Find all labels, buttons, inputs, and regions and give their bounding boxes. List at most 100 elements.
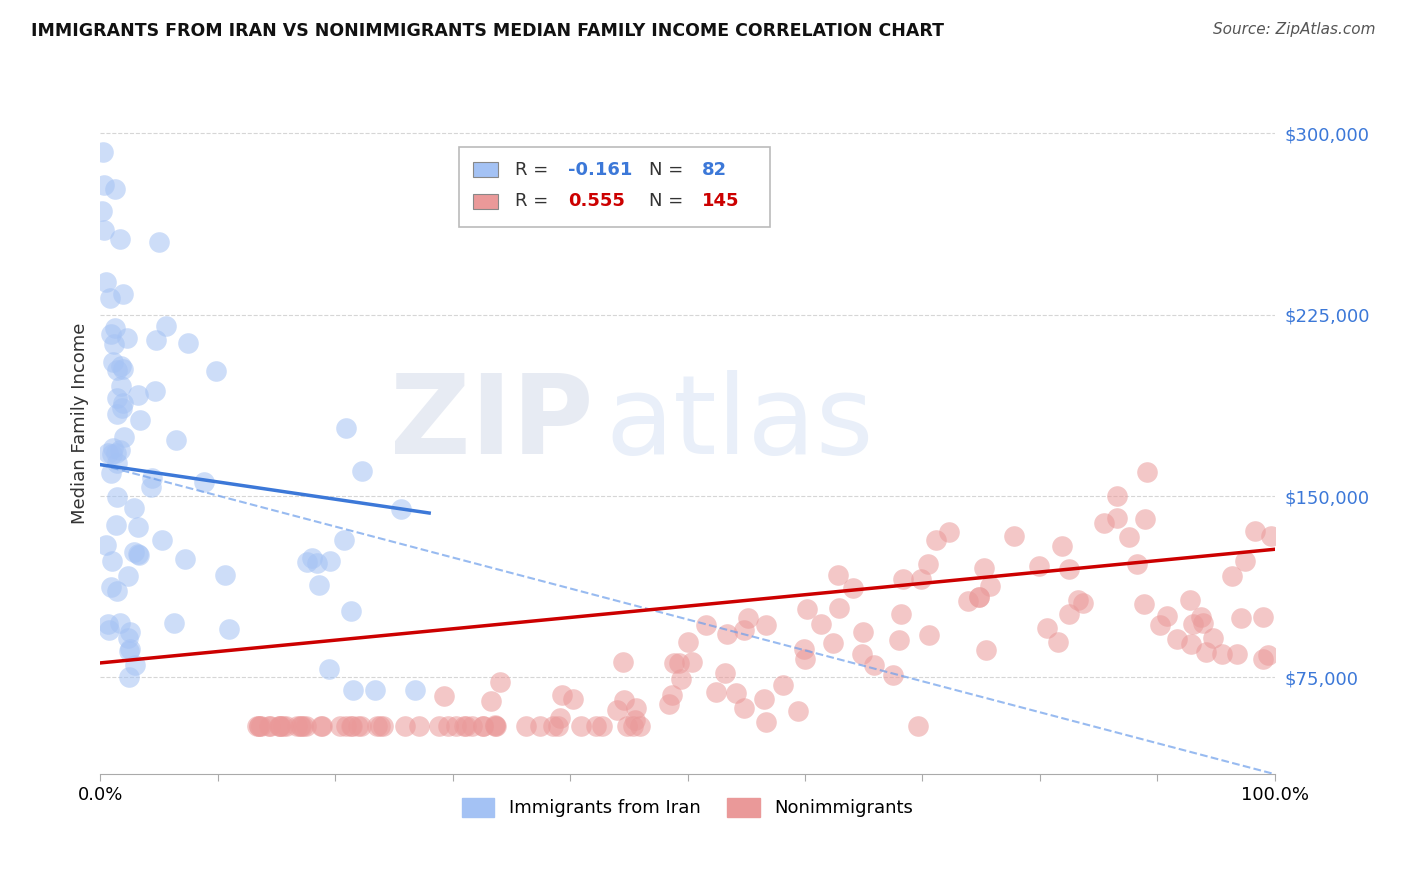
FancyBboxPatch shape (458, 146, 769, 227)
Point (907, 719, 929, 733)
Point (1052, 539, 1074, 553)
Point (562, 692, 585, 706)
Point (460, 719, 482, 733)
Point (938, 525, 960, 540)
Point (193, 475, 215, 489)
Point (1057, 562, 1080, 576)
Point (1260, 529, 1282, 543)
Point (454, 719, 477, 733)
Point (658, 697, 681, 711)
Point (626, 700, 648, 714)
Point (118, 642, 141, 657)
Point (433, 689, 456, 703)
Point (155, 319, 177, 334)
Point (1178, 593, 1201, 607)
Point (1156, 609, 1178, 624)
Point (342, 682, 364, 697)
Point (108, 442, 131, 457)
Point (484, 719, 506, 733)
Text: 145: 145 (702, 193, 740, 211)
Point (163, 615, 186, 630)
Point (1251, 610, 1274, 624)
Point (103, 337, 125, 351)
Point (755, 715, 778, 730)
Point (143, 384, 166, 399)
Point (309, 719, 332, 733)
Text: N =: N = (648, 193, 689, 211)
Point (823, 636, 845, 650)
Point (755, 617, 778, 632)
Point (973, 561, 995, 575)
Point (1133, 512, 1156, 526)
Point (787, 704, 810, 718)
Point (616, 719, 638, 733)
Point (1107, 489, 1129, 503)
Point (93, 223, 115, 237)
Point (796, 601, 818, 615)
Point (628, 719, 651, 733)
Point (714, 666, 737, 681)
Point (485, 719, 508, 733)
Point (1136, 465, 1159, 479)
Point (695, 618, 717, 632)
Point (371, 719, 394, 733)
Point (122, 500, 145, 515)
Point (389, 502, 412, 516)
Point (97, 617, 120, 632)
Point (733, 623, 755, 637)
Point (408, 719, 430, 733)
Point (110, 615, 132, 630)
Point (94, 538, 117, 552)
Point (247, 719, 270, 733)
Point (910, 572, 932, 586)
Point (91, 145, 114, 159)
Point (105, 363, 128, 377)
Point (111, 287, 134, 301)
Point (484, 718, 506, 732)
Point (394, 719, 416, 733)
Point (100, 580, 122, 594)
Point (97, 623, 120, 637)
Point (681, 655, 703, 669)
Text: IMMIGRANTS FROM IRAN VS NONIMMIGRANTS MEDIAN FAMILY INCOME CORRELATION CHART: IMMIGRANTS FROM IRAN VS NONIMMIGRANTS ME… (31, 22, 943, 40)
Point (1071, 596, 1094, 610)
Text: 82: 82 (702, 161, 727, 178)
Point (98, 291, 121, 305)
Point (118, 644, 141, 658)
Point (1057, 607, 1080, 621)
Point (101, 447, 124, 461)
Point (444, 719, 467, 733)
Point (101, 354, 124, 368)
Point (1105, 511, 1128, 525)
Point (733, 700, 755, 714)
Point (828, 601, 851, 615)
Point (259, 719, 281, 733)
Point (1234, 554, 1257, 568)
Point (148, 235, 170, 250)
Point (793, 652, 815, 666)
Point (308, 578, 330, 592)
Point (174, 551, 197, 566)
Point (1118, 531, 1140, 545)
Point (437, 719, 460, 733)
Point (1180, 637, 1202, 651)
Point (1189, 609, 1212, 624)
Point (105, 391, 128, 405)
Point (1067, 592, 1090, 607)
Point (489, 675, 512, 690)
Point (368, 719, 391, 733)
Point (612, 655, 634, 669)
Point (453, 719, 475, 733)
Point (141, 471, 163, 485)
Point (366, 719, 388, 733)
Point (613, 692, 636, 706)
Point (269, 719, 291, 733)
Point (247, 719, 270, 733)
Point (1036, 621, 1059, 635)
Point (1092, 516, 1115, 531)
Point (290, 719, 312, 733)
Point (111, 401, 134, 416)
Point (550, 688, 572, 702)
Point (976, 643, 998, 657)
Point (661, 688, 683, 702)
